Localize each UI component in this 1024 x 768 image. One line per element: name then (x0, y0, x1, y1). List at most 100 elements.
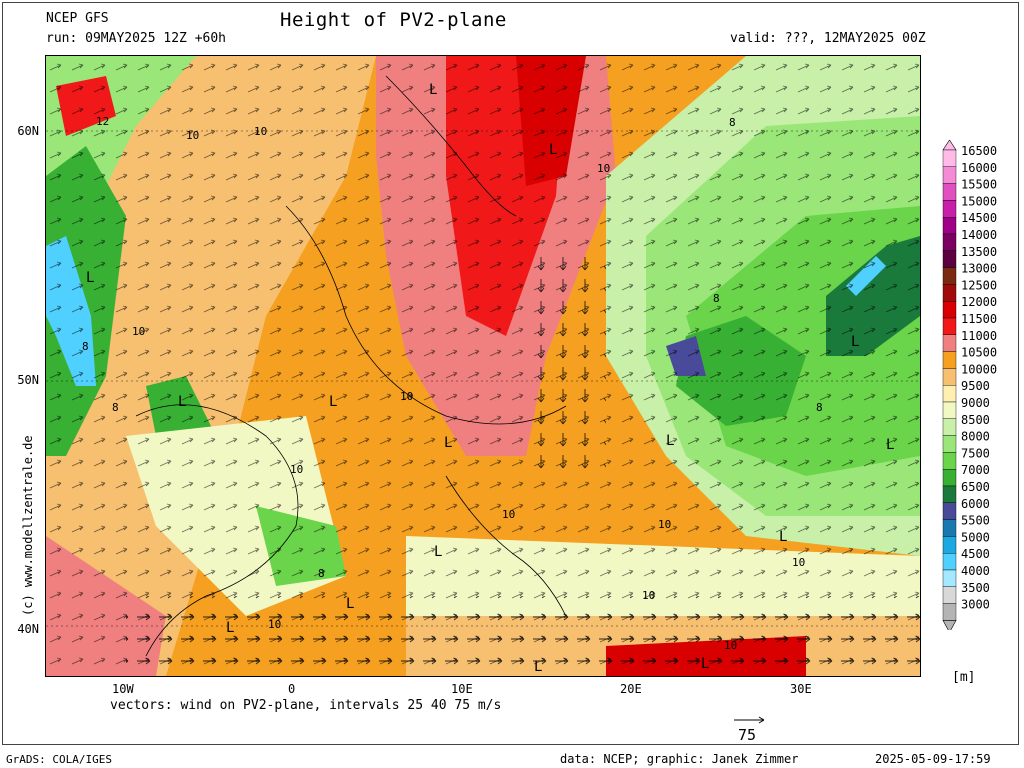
legend-label: 14500 (961, 211, 997, 225)
coastline-europe (285, 205, 567, 425)
legend-label: 8500 (961, 413, 990, 427)
legend-label: 16500 (961, 144, 997, 158)
low-marker: L (701, 656, 709, 672)
legend-swatch (942, 149, 957, 167)
legend-label: 11000 (961, 329, 997, 343)
legend-swatch (942, 435, 957, 453)
wind-vectors (46, 56, 920, 676)
run-info: run: 09MAY2025 12Z +60h (46, 31, 227, 46)
legend-label: 5500 (961, 514, 990, 528)
contour-label: 10 (597, 162, 610, 175)
low-marker: L (429, 82, 437, 98)
legend-swatch (942, 485, 957, 503)
legend-swatch (942, 334, 957, 352)
legend-label: 3000 (961, 598, 990, 612)
low-marker: L (666, 433, 674, 449)
low-marker: L (86, 270, 94, 286)
reference-vector-arrow (734, 716, 765, 724)
vectors-note: vectors: wind on PV2-plane, intervals 25… (110, 698, 502, 713)
low-marker: L (534, 659, 542, 675)
legend-swatch (942, 401, 957, 419)
lon-label-10w: 10W (112, 682, 134, 696)
legend-label: 7500 (961, 446, 990, 460)
lat-label-40n: 40N (17, 622, 39, 636)
contour-label: 8 (816, 401, 823, 414)
legend-swatch (942, 452, 957, 470)
contour-label: 10 (290, 463, 303, 476)
data-credit: data: NCEP; graphic: Janek Zimmer (560, 752, 799, 766)
lon-label-20e: 20E (620, 682, 642, 696)
credit-text: (c) www.modellzentrale.de (21, 435, 35, 616)
legend-label: 9500 (961, 379, 990, 393)
low-marker: L (779, 529, 787, 545)
valid-time: valid: ???, 12MAY2025 00Z (730, 31, 926, 46)
legend-swatch (942, 603, 957, 621)
legend-swatch (942, 216, 957, 235)
contour-label: 10 (502, 508, 515, 521)
contour-label: 10 (724, 639, 737, 652)
legend-swatch (942, 418, 957, 436)
legend-swatch (942, 384, 957, 403)
legend-swatch (942, 469, 957, 487)
contour-label: 10 (642, 589, 655, 602)
legend-swatch (942, 200, 957, 218)
low-marker: L (886, 437, 894, 453)
contour-label: 12 (96, 115, 109, 128)
legend-swatch (942, 536, 957, 554)
contour-label: 10 (132, 325, 145, 338)
legend-swatch (942, 569, 957, 587)
legend-swatch (942, 368, 957, 386)
legend-label: 7000 (961, 463, 990, 477)
legend-unit: [m] (952, 670, 976, 685)
legend-bottom-arrow (942, 620, 957, 630)
lat-label-60n: 60N (17, 124, 39, 138)
low-marker: L (226, 620, 234, 636)
legend-label: 4500 (961, 547, 990, 561)
legend-swatch (942, 250, 957, 268)
contour-label: 8 (82, 340, 89, 353)
legend-label: 10500 (961, 346, 997, 360)
figure-frame (2, 2, 1019, 745)
low-marker: L (434, 544, 442, 560)
legend-label: 13000 (961, 262, 997, 276)
legend-label: 9000 (961, 396, 990, 410)
legend-top-arrow (942, 140, 957, 151)
contour-label: 8 (318, 567, 325, 580)
low-marker: L (851, 334, 859, 350)
legend-label: 8000 (961, 430, 990, 444)
legend-label: 6000 (961, 497, 990, 511)
legend-label: 5000 (961, 530, 990, 544)
low-marker: L (549, 142, 557, 158)
grads-credit: GrADS: COLA/IGES (6, 753, 112, 766)
low-marker: L (346, 596, 354, 612)
lon-label-10e: 10E (451, 682, 473, 696)
legend-swatch (942, 502, 957, 520)
legend-swatch (942, 284, 957, 302)
website-credit: (c) www.modellzentrale.de (21, 435, 35, 616)
contour-label: 8 (713, 292, 720, 305)
contour-label: 10 (186, 129, 199, 142)
low-marker: L (329, 394, 337, 410)
legend-swatch (942, 183, 957, 201)
legend-label: 13500 (961, 245, 997, 259)
legend-swatch (942, 166, 957, 184)
wind-vectors-south (526, 256, 606, 476)
legend-label: 3500 (961, 581, 990, 595)
lon-label-0: 0 (288, 682, 296, 696)
lat-label-50n: 50N (17, 373, 39, 387)
model-name: NCEP GFS (46, 11, 109, 26)
legend-swatch (942, 586, 957, 604)
coastline-scandinavia (385, 75, 517, 217)
legend-swatch (942, 233, 957, 251)
low-marker: L (178, 394, 186, 410)
legend-swatch (942, 267, 957, 285)
contour-label: 10 (792, 556, 805, 569)
contour-label: 10 (658, 518, 671, 531)
legend-label: 16000 (961, 161, 997, 175)
wind-vectors-jet (126, 596, 920, 676)
color-legend: 16500 16000 15500 15000 14500 14000 13500 13000… (942, 140, 997, 630)
legend-label: 15500 (961, 178, 997, 192)
contour-label: 8 (729, 116, 736, 129)
pv2-height-map: L L L L L L L L L L L L L L L 12 10 10 1… (45, 55, 921, 677)
legend-swatch (942, 351, 957, 369)
